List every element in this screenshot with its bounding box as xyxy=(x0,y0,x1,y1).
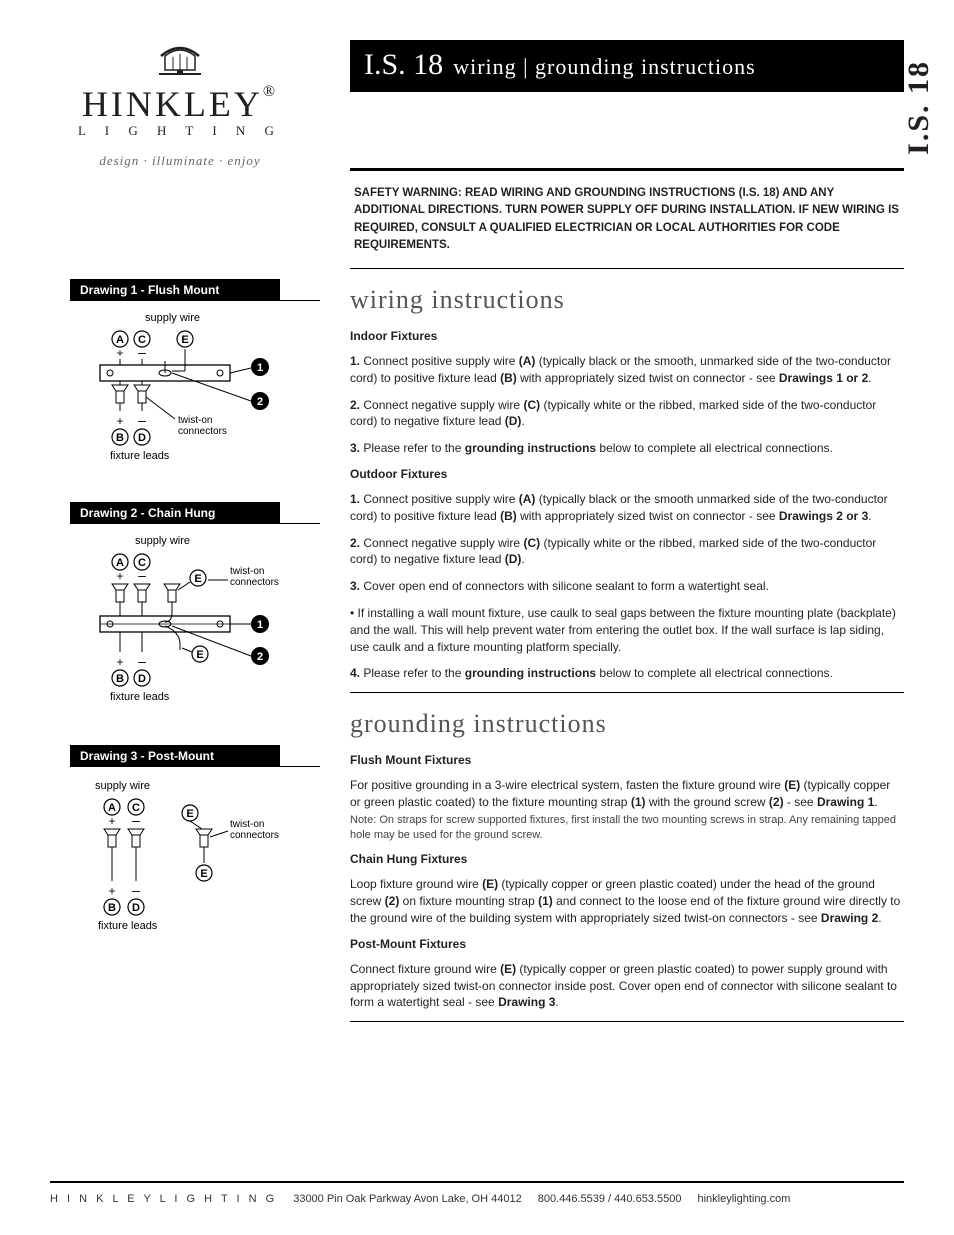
svg-text:E: E xyxy=(200,868,207,880)
brand-tagline: design · illuminate · enjoy xyxy=(50,153,310,169)
drawing3: supply wire A C E + – twist-on connector… xyxy=(80,777,310,952)
svg-text:twist-on: twist-on xyxy=(178,415,212,426)
title-rest: wiring | grounding instructions xyxy=(453,54,755,80)
brand-name: HINKLEY® xyxy=(50,83,310,125)
outdoor-p5: 4. Please refer to the grounding instruc… xyxy=(350,665,904,682)
svg-text:E: E xyxy=(181,334,188,346)
svg-text:E: E xyxy=(186,808,193,820)
outdoor-p4: • If installing a wall mount fixture, us… xyxy=(350,605,904,655)
svg-text:1: 1 xyxy=(257,362,263,374)
footer-brand: H I N K L E Y L I G H T I N G xyxy=(50,1193,277,1205)
outdoor-p3: 3. Cover open end of connectors with sil… xyxy=(350,578,904,595)
outdoor-p1: 1. Connect positive supply wire (A) (typ… xyxy=(350,491,904,525)
footer: H I N K L E Y L I G H T I N G 33000 Pin … xyxy=(50,1181,904,1205)
rule xyxy=(350,1021,904,1022)
svg-text:+: + xyxy=(116,414,123,428)
chain-p: Loop fixture ground wire (E) (typically … xyxy=(350,876,904,926)
safety-warning: SAFETY WARNING: READ WIRING AND GROUNDIN… xyxy=(350,171,904,268)
svg-text:+: + xyxy=(108,814,115,828)
brand-sub: L I G H T I N G xyxy=(50,123,310,139)
svg-text:connectors: connectors xyxy=(230,830,279,841)
svg-text:supply wire: supply wire xyxy=(145,312,200,324)
svg-text:A: A xyxy=(116,334,124,346)
svg-text:2: 2 xyxy=(257,651,263,663)
indoor-p2: 2. Connect negative supply wire (C) (typ… xyxy=(350,397,904,431)
flush-heading: Flush Mount Fixtures xyxy=(350,753,904,767)
brand-logo: HINKLEY® L I G H T I N G design · illumi… xyxy=(50,40,310,169)
right-column: I.S. 18 wiring | grounding instructions … xyxy=(350,40,904,1022)
svg-text:B: B xyxy=(116,673,124,685)
rule xyxy=(350,692,904,693)
svg-text:B: B xyxy=(116,432,124,444)
svg-text:fixture leads: fixture leads xyxy=(110,450,170,462)
svg-text:+: + xyxy=(116,655,123,669)
indoor-heading: Indoor Fixtures xyxy=(350,329,904,343)
outdoor-heading: Outdoor Fixtures xyxy=(350,467,904,481)
wiring-heading: wiring instructions xyxy=(350,285,904,315)
indoor-p1: 1. Connect positive supply wire (A) (typ… xyxy=(350,353,904,387)
drawing2-label: Drawing 2 - Chain Hung xyxy=(70,502,280,524)
svg-text:–: – xyxy=(132,812,140,828)
svg-text:A: A xyxy=(108,802,116,814)
svg-text:supply wire: supply wire xyxy=(95,780,150,792)
svg-text:–: – xyxy=(132,882,140,898)
post-p: Connect fixture ground wire (E) (typical… xyxy=(350,961,904,1011)
logo-icon xyxy=(50,40,310,87)
svg-text:–: – xyxy=(138,653,146,669)
footer-address: 33000 Pin Oak Parkway Avon Lake, OH 4401… xyxy=(293,1193,522,1205)
grounding-heading: grounding instructions xyxy=(350,709,904,739)
title-bar: I.S. 18 wiring | grounding instructions xyxy=(350,40,904,92)
svg-text:A: A xyxy=(116,557,124,569)
drawing1-label: Drawing 1 - Flush Mount xyxy=(70,279,280,301)
side-label: I.S. 18 xyxy=(902,60,936,155)
svg-text:–: – xyxy=(138,344,146,360)
flush-p: For positive grounding in a 3-wire elect… xyxy=(350,777,904,811)
footer-phone: 800.446.5539 / 440.653.5500 xyxy=(538,1193,682,1205)
svg-text:fixture leads: fixture leads xyxy=(98,920,158,932)
svg-text:+: + xyxy=(108,884,115,898)
chain-heading: Chain Hung Fixtures xyxy=(350,852,904,866)
drawing3-label: Drawing 3 - Post-Mount xyxy=(70,745,280,767)
svg-text:–: – xyxy=(138,567,146,583)
svg-text:twist-on: twist-on xyxy=(230,819,264,830)
svg-text:1: 1 xyxy=(257,619,263,631)
svg-text:fixture leads: fixture leads xyxy=(110,691,170,703)
svg-text:D: D xyxy=(138,673,146,685)
svg-text:+: + xyxy=(116,569,123,583)
flush-note: Note: On straps for screw supported fixt… xyxy=(350,813,904,843)
svg-text:–: – xyxy=(138,412,146,428)
svg-text:connectors: connectors xyxy=(230,577,279,588)
svg-text:D: D xyxy=(132,902,140,914)
svg-text:D: D xyxy=(138,432,146,444)
drawing2: supply wire A C + – E twist-on connector… xyxy=(80,534,310,719)
svg-text:B: B xyxy=(108,902,116,914)
rule xyxy=(350,268,904,269)
svg-text:E: E xyxy=(196,649,203,661)
drawing1: supply wire A C E + – xyxy=(80,311,310,476)
svg-text:E: E xyxy=(194,573,201,585)
outdoor-p2: 2. Connect negative supply wire (C) (typ… xyxy=(350,535,904,569)
left-column: HINKLEY® L I G H T I N G design · illumi… xyxy=(50,40,310,1022)
svg-text:supply wire: supply wire xyxy=(135,535,190,547)
post-heading: Post-Mount Fixtures xyxy=(350,937,904,951)
svg-text:+: + xyxy=(116,346,123,360)
title-code: I.S. 18 xyxy=(364,48,443,82)
svg-text:connectors: connectors xyxy=(178,426,227,437)
indoor-p3: 3. Please refer to the grounding instruc… xyxy=(350,440,904,457)
svg-text:2: 2 xyxy=(257,396,263,408)
footer-site: hinkleylighting.com xyxy=(697,1193,790,1205)
svg-text:twist-on: twist-on xyxy=(230,566,264,577)
